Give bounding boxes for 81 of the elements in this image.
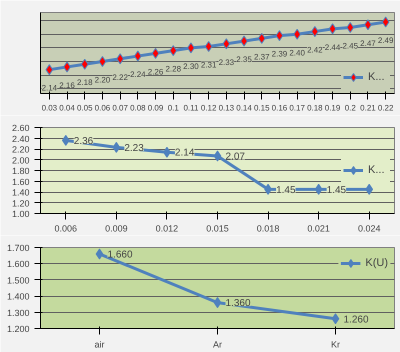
x-tick-label: 0.06 bbox=[94, 104, 111, 112]
point bbox=[80, 58, 89, 70]
data-label: 2.16 bbox=[59, 80, 76, 90]
y-tick-label: 1.300 bbox=[6, 308, 30, 318]
data-label: 2.39 bbox=[272, 50, 288, 59]
x-tick-label: 0.009 bbox=[105, 224, 128, 234]
data-label: 1.660 bbox=[108, 249, 133, 260]
x-tick-label: 0.021 bbox=[307, 224, 330, 234]
data-label: 2.28 bbox=[165, 64, 182, 74]
x-tick-label: Ar bbox=[213, 340, 222, 350]
point bbox=[258, 32, 266, 44]
y-tick-label: 1.20 bbox=[12, 198, 30, 208]
point bbox=[365, 184, 374, 195]
x-tick-label: 0.08 bbox=[130, 104, 146, 112]
y-tick-label: 2.60 bbox=[12, 123, 30, 133]
x-tick-label: 0.09 bbox=[148, 104, 164, 112]
x-tick-label: 0.2 bbox=[344, 104, 356, 112]
x-tick-label: 0.15 bbox=[254, 104, 270, 112]
x-tick-label: 0.19 bbox=[324, 104, 341, 112]
y-tick-label: 2.20 bbox=[12, 144, 30, 154]
data-label: 2.33 bbox=[218, 58, 235, 67]
x-tick-label: 0.006 bbox=[54, 224, 78, 234]
data-label: 2.31 bbox=[200, 60, 217, 70]
y-tick-label: 1.600 bbox=[6, 259, 30, 270]
legend-label: K... bbox=[368, 71, 386, 83]
x-tick-label: 0.015 bbox=[206, 224, 229, 234]
x-tick-label: 0.1 bbox=[168, 104, 180, 112]
data-label: 2.23 bbox=[124, 142, 144, 154]
data-label: 2.20 bbox=[94, 76, 111, 85]
data-label: 1.45 bbox=[326, 184, 347, 196]
data-label: 2.40 bbox=[289, 48, 306, 58]
data-label: 2.30 bbox=[183, 62, 200, 71]
y-tick-label: 1.60 bbox=[12, 176, 30, 187]
y-tick-label: 1.40 bbox=[12, 188, 30, 198]
x-tick-label: 0.12 bbox=[200, 104, 217, 112]
x-tick-label: 0.018 bbox=[256, 224, 280, 234]
x-tick-label: 0.18 bbox=[307, 104, 324, 112]
y-tick-label: 1.400 bbox=[6, 292, 30, 302]
y-tick-label: 1.500 bbox=[6, 275, 30, 286]
x-tick-label: 0.07 bbox=[112, 104, 128, 112]
data-label: 2.42 bbox=[307, 46, 324, 55]
y-tick-label: 1.00 bbox=[12, 209, 30, 219]
x-tick-label: 0.024 bbox=[358, 224, 380, 234]
x-tick-label: 0.22 bbox=[378, 104, 394, 112]
x-tick-label: 0.21 bbox=[360, 104, 376, 112]
data-label: 2.18 bbox=[76, 78, 94, 88]
data-label: 2.37 bbox=[254, 52, 270, 62]
point bbox=[169, 45, 178, 56]
x-tick-label: 0.11 bbox=[183, 104, 199, 112]
x-tick-label: Kr bbox=[331, 340, 340, 350]
data-label: 2.45 bbox=[342, 41, 359, 50]
data-label: 2.36 bbox=[74, 136, 94, 147]
point bbox=[346, 22, 354, 33]
y-tick-label: 1.700 bbox=[6, 243, 30, 253]
legend-label: K... bbox=[368, 164, 386, 176]
data-label: 2.44 bbox=[324, 42, 341, 52]
point bbox=[62, 134, 70, 146]
y-tick-label: 1.200 bbox=[6, 324, 30, 334]
x-tick-label: 0.16 bbox=[272, 104, 288, 112]
data-label: 1.45 bbox=[276, 184, 296, 196]
data-label: 2.47 bbox=[360, 38, 376, 48]
data-label: 2.26 bbox=[148, 67, 164, 76]
x-tick-label: 0.012 bbox=[156, 224, 178, 234]
data-label: 2.49 bbox=[378, 36, 394, 46]
x-tick-label: 0.14 bbox=[236, 104, 252, 112]
data-label: 2.14 bbox=[174, 148, 195, 159]
x-tick-label: 0.03 bbox=[42, 104, 58, 112]
data-label: 2.24 bbox=[130, 70, 146, 80]
data-label: 2.14 bbox=[42, 84, 58, 93]
x-tick-label: 0.05 bbox=[76, 104, 94, 112]
y-tick-label: 2.40 bbox=[12, 134, 30, 144]
data-label: 1.260 bbox=[344, 314, 369, 326]
x-tick-label: 0.04 bbox=[59, 104, 76, 112]
data-label: 2.22 bbox=[112, 72, 128, 82]
x-tick-label: 0.17 bbox=[289, 104, 306, 112]
y-tick-label: 2.00 bbox=[12, 155, 30, 166]
y-tick-label: 1.80 bbox=[12, 166, 30, 176]
data-label: 2.35 bbox=[236, 55, 252, 64]
x-tick-label: air bbox=[94, 340, 105, 350]
legend-label: K(U) bbox=[365, 257, 388, 269]
x-tick-label: 0.13 bbox=[218, 104, 235, 112]
